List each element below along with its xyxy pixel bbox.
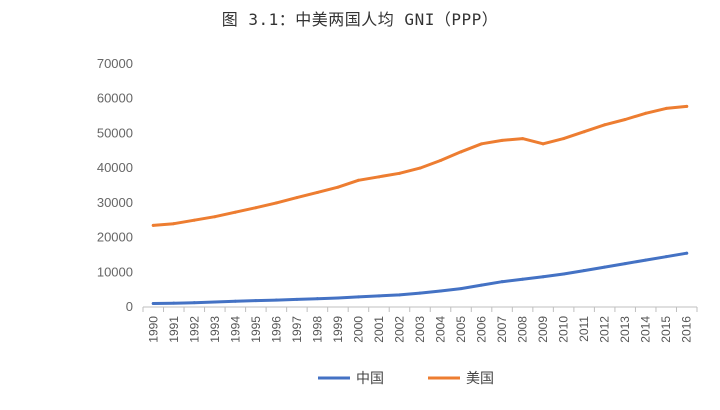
legend-label: 中国: [356, 371, 384, 387]
x-tick-label: 2004: [434, 316, 448, 343]
data-point: [151, 302, 155, 306]
data-point: [582, 269, 586, 273]
data-point: [603, 123, 607, 127]
x-tick-label: 2005: [454, 316, 468, 343]
data-point: [685, 104, 689, 108]
x-tick-label: 1997: [290, 316, 304, 343]
data-point: [336, 185, 340, 189]
data-point: [459, 150, 463, 154]
y-tick-label: 60000: [97, 91, 133, 106]
y-tick-label: 0: [126, 299, 133, 314]
legend-label: 美国: [466, 371, 494, 387]
x-tick-label: 2002: [392, 316, 406, 343]
data-point: [418, 166, 422, 170]
x-tick-label: 2011: [577, 316, 591, 342]
data-point: [685, 251, 689, 255]
series-line-0: [151, 251, 689, 305]
data-point: [336, 296, 340, 300]
data-point: [541, 275, 545, 279]
x-tick-label: 2003: [413, 316, 427, 343]
data-point: [274, 201, 278, 205]
x-tick-label: 2012: [598, 316, 612, 343]
x-tick-label: 1994: [228, 316, 242, 343]
data-point: [623, 118, 627, 122]
data-point: [521, 277, 525, 281]
data-point: [664, 106, 668, 110]
data-point: [397, 293, 401, 297]
data-point: [480, 142, 484, 146]
y-tick-label: 30000: [97, 195, 133, 210]
x-tick-label: 2010: [557, 316, 571, 343]
data-point: [233, 210, 237, 214]
data-point: [172, 301, 176, 305]
data-point: [439, 289, 443, 293]
data-point: [192, 301, 196, 305]
data-point: [644, 111, 648, 115]
x-tick-label: 2014: [639, 316, 653, 343]
data-point: [500, 138, 504, 142]
data-point: [418, 291, 422, 295]
data-point: [377, 175, 381, 179]
chart-title: 图 3.1：中美两国人均 GNI（PPP）: [221, 10, 499, 29]
data-point: [623, 262, 627, 266]
data-point: [439, 159, 443, 163]
data-point: [644, 258, 648, 262]
y-tick-label: 50000: [97, 125, 133, 140]
data-point: [397, 171, 401, 175]
x-tick-label: 1990: [146, 316, 160, 343]
data-point: [295, 297, 299, 301]
x-tick-label: 2016: [680, 316, 694, 343]
data-point: [603, 265, 607, 269]
data-point: [664, 255, 668, 259]
data-point: [172, 222, 176, 226]
x-tick-label: 1992: [187, 316, 201, 343]
data-point: [356, 178, 360, 182]
data-point: [192, 218, 196, 222]
x-tick-label: 2009: [536, 316, 550, 343]
data-point: [274, 298, 278, 302]
data-point: [377, 294, 381, 298]
y-tick-label: 20000: [97, 230, 133, 245]
x-tick-label: 2007: [495, 316, 509, 343]
data-point: [254, 299, 258, 303]
data-point: [562, 137, 566, 141]
data-point: [582, 130, 586, 134]
data-point: [315, 190, 319, 194]
data-point: [459, 287, 463, 291]
x-tick-label: 2013: [618, 316, 632, 343]
x-tick-label: 1991: [167, 316, 181, 343]
data-point: [213, 300, 217, 304]
x-tick-label: 1995: [249, 316, 263, 343]
x-tick-label: 2001: [372, 316, 386, 343]
x-tick-label: 1998: [310, 316, 324, 343]
x-tick-label: 2000: [351, 316, 365, 343]
y-tick-label: 40000: [97, 160, 133, 175]
y-tick-label: 10000: [97, 264, 133, 279]
y-tick-label: 70000: [97, 56, 133, 71]
data-point: [562, 272, 566, 276]
data-point: [500, 280, 504, 284]
data-point: [213, 215, 217, 219]
data-point: [356, 295, 360, 299]
data-point: [233, 299, 237, 303]
series-line-1: [151, 104, 689, 227]
data-point: [295, 196, 299, 200]
x-tick-label: 2008: [516, 316, 530, 343]
x-tick-label: 1999: [331, 316, 345, 343]
data-point: [315, 297, 319, 301]
data-point: [521, 137, 525, 141]
x-tick-label: 2015: [659, 316, 673, 343]
data-point: [480, 283, 484, 287]
data-point: [541, 142, 545, 146]
data-point: [254, 206, 258, 210]
data-point: [151, 223, 155, 227]
x-tick-label: 1993: [208, 316, 222, 343]
x-tick-label: 1996: [269, 316, 283, 343]
x-tick-label: 2006: [475, 316, 489, 343]
